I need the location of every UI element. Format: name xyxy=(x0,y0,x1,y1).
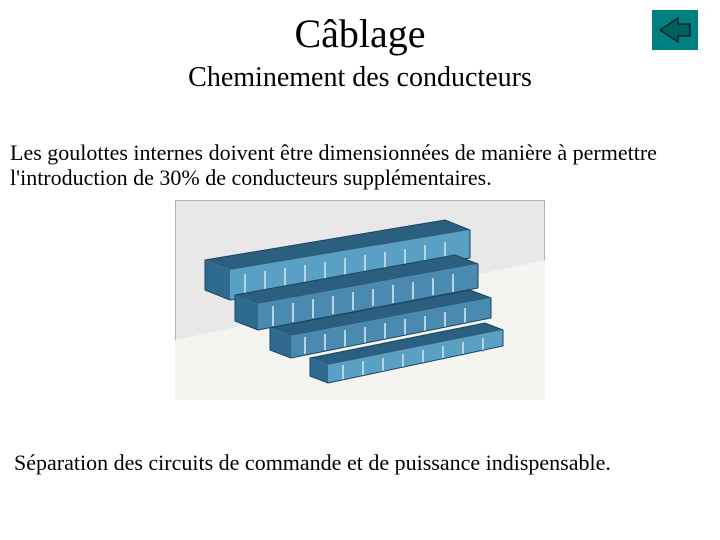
body-paragraph-2: Séparation des circuits de commande et d… xyxy=(14,450,714,475)
page-subtitle: Cheminement des conducteurs xyxy=(0,62,720,94)
page-title: Câblage xyxy=(0,10,720,57)
trunking-illustration xyxy=(175,200,545,400)
trunking-figure xyxy=(175,200,545,400)
slide: Câblage Cheminement des conducteurs Les … xyxy=(0,0,720,540)
body-paragraph-1: Les goulottes internes doivent être dime… xyxy=(10,140,710,191)
